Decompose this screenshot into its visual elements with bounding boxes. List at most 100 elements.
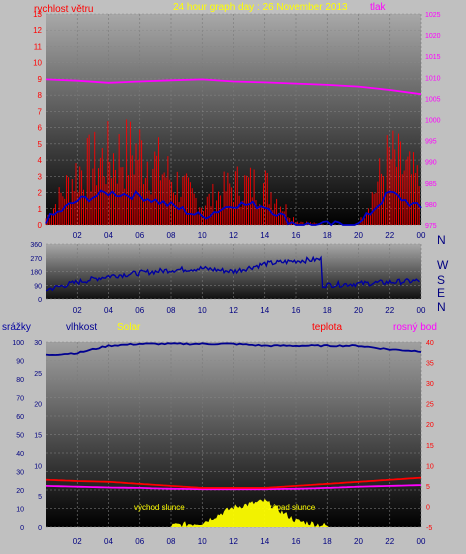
humidity-tick-label: 50: [16, 433, 24, 440]
pressure-tick-label: 990: [425, 160, 437, 167]
rain-tick-label: 25: [34, 371, 42, 378]
pressure-tick-label: 1025: [425, 12, 441, 19]
bottom-x-tick-label: 04: [104, 537, 113, 546]
sunrise-annotation: východ slunce: [134, 503, 185, 512]
pressure-tick-label: 975: [425, 223, 437, 230]
rain-tick-label: 30: [34, 340, 42, 347]
rain-tick-label: 10: [34, 463, 42, 470]
bottom-x-tick-label: 16: [292, 537, 301, 546]
pressure-tick-label: 1020: [425, 33, 441, 40]
compass-tick-label: W: [437, 258, 449, 272]
wind-speed-tick-label: 9: [38, 75, 43, 84]
top-x-tick-label: 16: [292, 231, 301, 240]
bottom-x-tick-label: 14: [260, 537, 269, 546]
temperature-tick-label: 40: [426, 340, 434, 347]
rain-tick-label: 20: [34, 402, 42, 409]
wind-speed-tick-label: 0: [38, 221, 43, 230]
temperature-tick-label: 20: [426, 422, 434, 429]
wind-gust-series: [45, 119, 420, 225]
wind-speed-tick-label: 6: [38, 124, 43, 133]
bottom-x-tick-label: 22: [385, 537, 394, 546]
bottom-x-tick-label: 08: [167, 537, 176, 546]
top-x-tick-label: 20: [354, 231, 363, 240]
top-x-tick-label: 22: [385, 231, 394, 240]
humidity-tick-label: 60: [16, 414, 24, 421]
bottom-x-tick-label: 00: [417, 537, 426, 546]
middle-x-tick-label: 02: [73, 306, 82, 315]
direction-tick-label: 90: [34, 283, 42, 290]
humidity-tick-label: 20: [16, 488, 24, 495]
wind-speed-tick-label: 5: [38, 140, 43, 149]
temperature-tick-label: 15: [426, 443, 434, 450]
bottom-x-tick-label: 10: [198, 537, 207, 546]
pressure-tick-label: 1015: [425, 54, 441, 61]
top-x-tick-label: 18: [323, 231, 332, 240]
bottom-x-tick-label: 02: [73, 537, 82, 546]
temperature-tick-label: 30: [426, 381, 434, 388]
dew-point-axis-label: rosný bod: [393, 322, 437, 333]
wind-speed-tick-label: 4: [38, 156, 43, 165]
temperature-tick-label: -5: [426, 525, 432, 532]
top-x-tick-label: 00: [417, 231, 426, 240]
direction-tick-label: 360: [30, 242, 42, 249]
middle-x-tick-label: 08: [167, 306, 176, 315]
dew-point-line: [45, 484, 422, 491]
wind-speed-tick-label: 11: [34, 42, 43, 51]
wind-speed-tick-label: 2: [38, 189, 43, 198]
temperature-tick-label: 10: [426, 463, 434, 470]
pressure-tick-label: 1005: [425, 96, 441, 103]
middle-x-tick-label: 06: [135, 306, 144, 315]
rain-tick-label: 15: [34, 433, 42, 440]
compass-tick-label: E: [437, 286, 445, 300]
middle-x-tick-label: 16: [292, 306, 301, 315]
compass-tick-label: N: [437, 233, 446, 247]
wind-speed-tick-label: 1: [38, 205, 43, 214]
humidity-tick-label: 10: [16, 507, 24, 514]
middle-x-tick-label: 12: [229, 306, 238, 315]
pressure-line: [45, 78, 422, 96]
temperature-axis-label: teplota: [312, 322, 342, 333]
bottom-x-tick-label: 12: [229, 537, 238, 546]
middle-x-tick-label: 22: [385, 306, 394, 315]
middle-x-tick-label: 14: [260, 306, 269, 315]
middle-x-tick-label: 10: [198, 306, 207, 315]
solar-area: [46, 498, 421, 527]
top-x-tick-label: 02: [73, 231, 82, 240]
bottom-x-tick-label: 20: [354, 537, 363, 546]
temperature-tick-label: 35: [426, 361, 434, 368]
wind-speed-tick-label: 8: [38, 91, 43, 100]
wind-speed-axis-label: rychlost větru: [34, 4, 93, 15]
middle-x-tick-label: 04: [104, 306, 113, 315]
middle-x-tick-label: 00: [417, 306, 426, 315]
humidity-tick-label: 90: [16, 359, 24, 366]
top-x-tick-label: 04: [104, 231, 113, 240]
pressure-tick-label: 980: [425, 202, 437, 209]
humidity-line: [45, 342, 422, 356]
temperature-line: [45, 476, 422, 489]
pressure-tick-label: 985: [425, 181, 437, 188]
bottom-x-tick-label: 06: [135, 537, 144, 546]
pressure-tick-label: 1000: [425, 118, 441, 125]
wind-direction-line: [45, 255, 420, 292]
humidity-tick-label: 0: [20, 525, 24, 532]
humidity-tick-label: 30: [16, 470, 24, 477]
rain-tick-label: 0: [38, 525, 42, 532]
top-x-tick-label: 10: [198, 231, 207, 240]
humidity-tick-label: 70: [16, 396, 24, 403]
pressure-tick-label: 1010: [425, 75, 441, 82]
top-x-tick-label: 14: [260, 231, 269, 240]
sunset-annotation: západ slunce: [268, 503, 316, 512]
solar-axis-label: Solar: [117, 322, 141, 333]
middle-x-tick-label: 20: [354, 306, 363, 315]
wind-speed-tick-label: 12: [33, 26, 42, 35]
compass-tick-label: S: [437, 273, 445, 287]
direction-tick-label: 180: [30, 270, 42, 277]
temperature-tick-label: 25: [426, 402, 434, 409]
humidity-tick-label: 40: [16, 451, 24, 458]
temperature-tick-label: 5: [426, 484, 430, 491]
bottom-x-tick-label: 18: [323, 537, 332, 546]
top-x-tick-label: 08: [167, 231, 176, 240]
wind-speed-tick-label: 3: [38, 172, 43, 181]
